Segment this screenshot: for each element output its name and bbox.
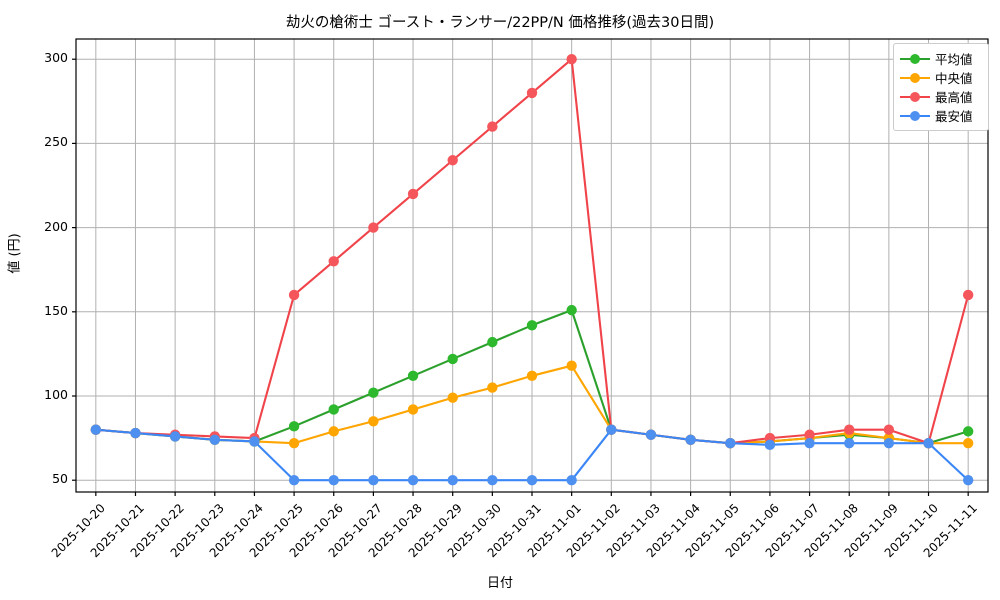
legend-item[interactable]: 平均値 [900,49,982,68]
series-line [90,424,974,486]
y-tick-label: 150 [44,302,68,318]
legend-item-label: 平均値 [935,52,973,67]
y-tick-label: 300 [44,50,68,66]
legend-marker-icon [900,53,930,65]
legend-item-label: 最安値 [935,109,973,124]
gridlines [76,39,988,492]
legend-marker-icon [900,72,930,84]
data-series [90,54,974,486]
y-tick-label: 250 [44,134,68,150]
tick-marks [72,58,969,496]
y-tick-label: 100 [44,387,68,402]
legend-item-label: 最高値 [935,90,973,105]
legend-marker-icon [900,110,930,122]
legend-item[interactable]: 中央値 [900,68,982,87]
legend-item[interactable]: 最高値 [900,87,982,106]
legend-marker-icon [900,91,930,103]
y-tick-label: 200 [44,218,68,234]
legend: 平均値中央値最高値最安値 [893,43,989,131]
y-axis-label: 値 (円) [7,233,23,274]
page-title: 劫火の槍術士 ゴースト・ランサー/22PP/N 価格推移(過去30日間) [285,15,715,31]
legend-item[interactable]: 最安値 [900,106,982,125]
legend-item-label: 中央値 [935,71,973,86]
x-axis-label: 日付 [486,576,513,591]
y-tick-label: 50 [52,471,68,487]
